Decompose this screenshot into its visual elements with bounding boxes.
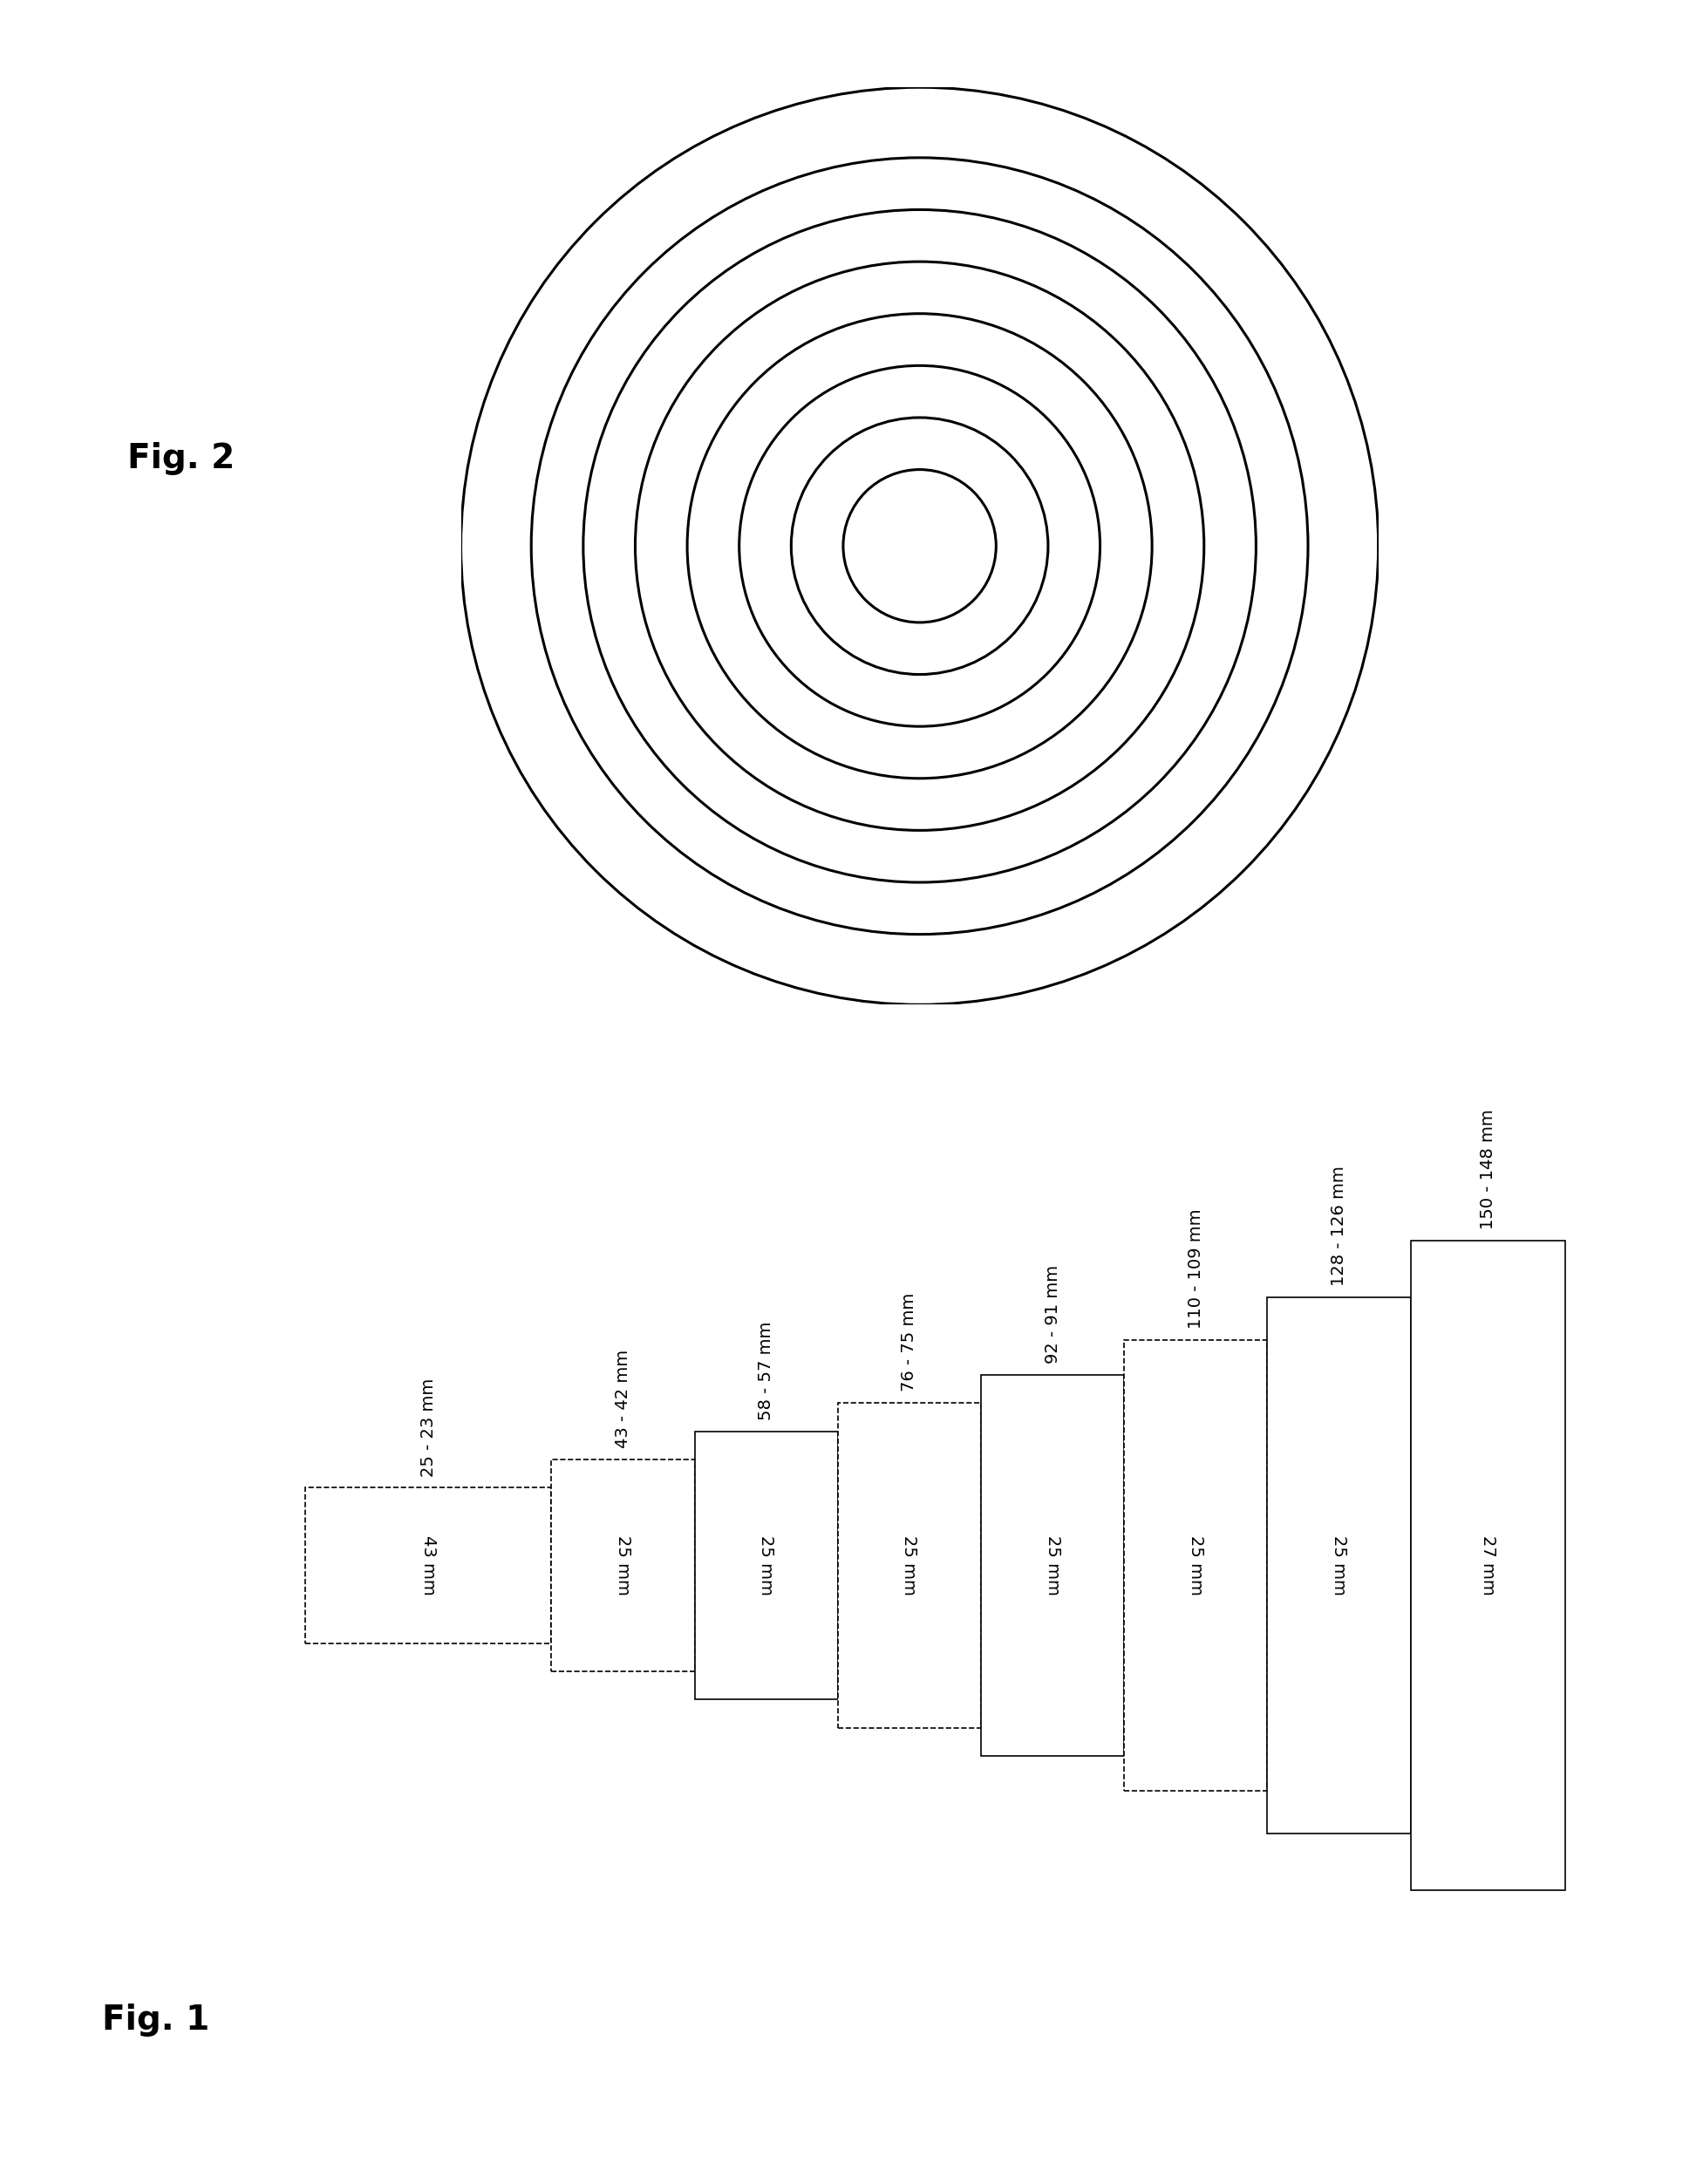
- Text: 25 mm: 25 mm: [1330, 1535, 1347, 1597]
- Text: 25 mm: 25 mm: [901, 1535, 918, 1597]
- Bar: [552, 1459, 695, 1671]
- Text: 43 mm: 43 mm: [421, 1535, 436, 1594]
- Text: Fig. 2: Fig. 2: [128, 441, 235, 476]
- Text: Fig. 1: Fig. 1: [102, 2003, 209, 2038]
- Text: 25 mm: 25 mm: [1187, 1535, 1204, 1597]
- Bar: [695, 1431, 838, 1699]
- Text: 128 - 126 mm: 128 - 126 mm: [1330, 1166, 1347, 1286]
- Text: 25 mm: 25 mm: [615, 1535, 632, 1597]
- Text: 25 mm: 25 mm: [1044, 1535, 1061, 1597]
- Text: 25 - 23 mm: 25 - 23 mm: [421, 1378, 436, 1476]
- Text: 110 - 109 mm: 110 - 109 mm: [1187, 1208, 1204, 1328]
- Text: 58 - 57 mm: 58 - 57 mm: [758, 1321, 775, 1420]
- Bar: [305, 1487, 552, 1642]
- Bar: [838, 1402, 981, 1728]
- Text: 43 - 42 mm: 43 - 42 mm: [615, 1350, 632, 1448]
- Text: 25 mm: 25 mm: [758, 1535, 775, 1597]
- Text: 27 mm: 27 mm: [1480, 1535, 1497, 1594]
- Text: 92 - 91 mm: 92 - 91 mm: [1044, 1265, 1061, 1363]
- Text: 150 - 148 mm: 150 - 148 mm: [1480, 1109, 1497, 1230]
- Text: 76 - 75 mm: 76 - 75 mm: [901, 1293, 918, 1391]
- Bar: [981, 1376, 1124, 1756]
- Bar: [1124, 1339, 1267, 1791]
- Bar: [1267, 1297, 1410, 1835]
- Bar: [1410, 1241, 1565, 1889]
